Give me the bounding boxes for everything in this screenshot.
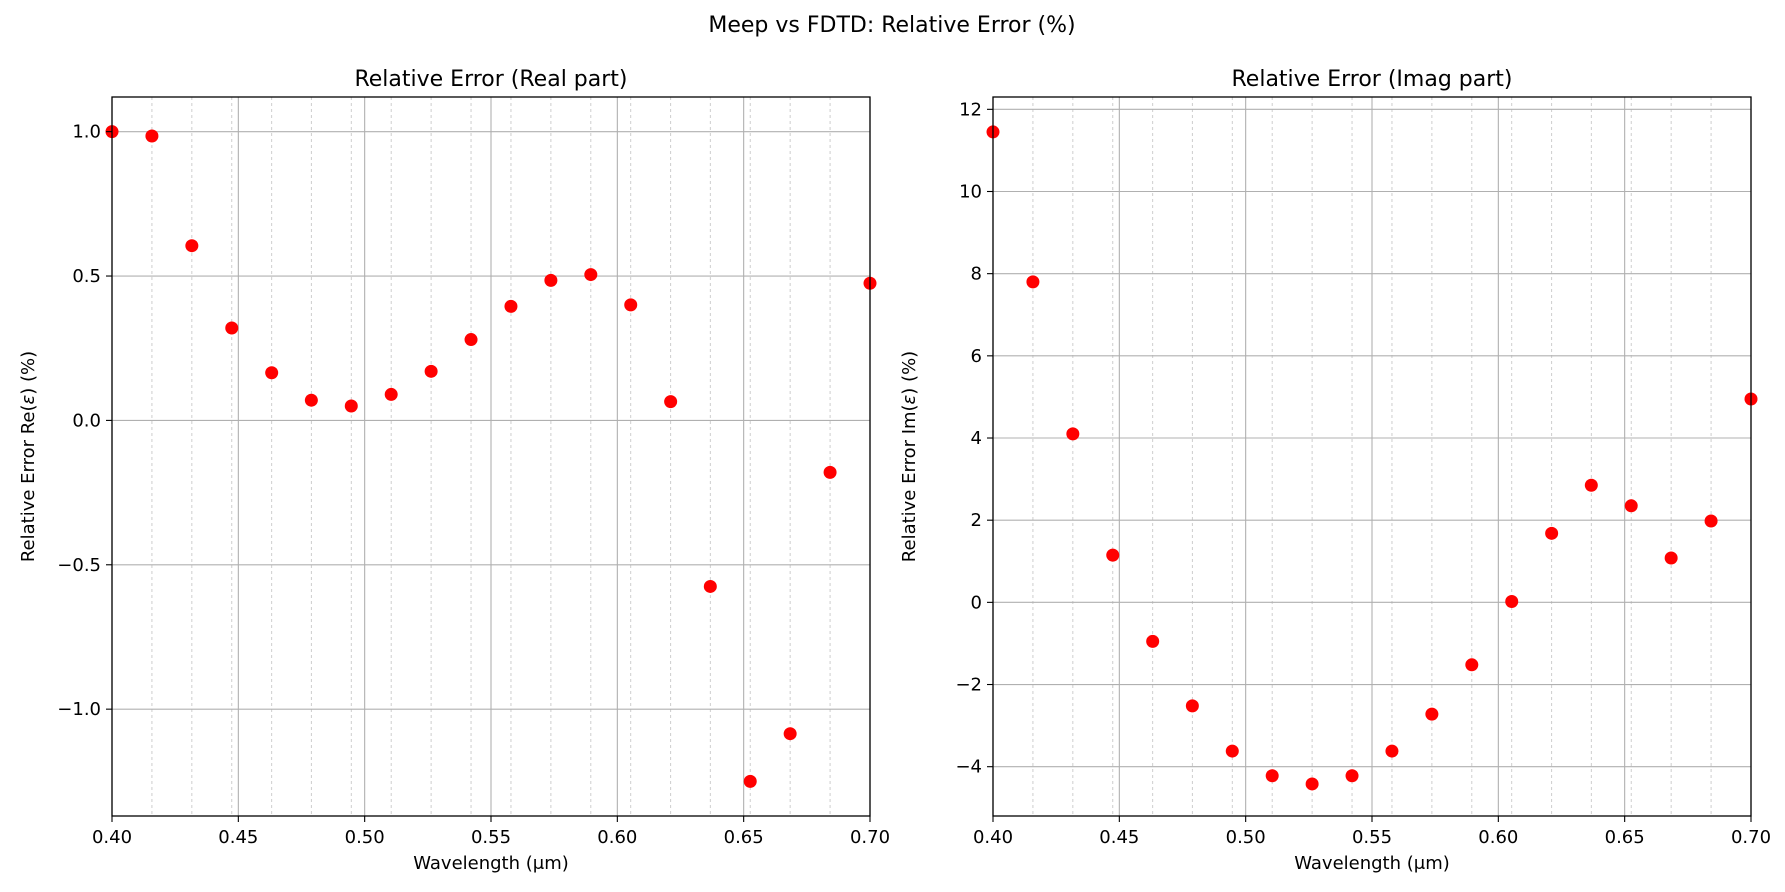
data-point-real-7 (384, 387, 398, 401)
data-point-imag-18 (1704, 514, 1718, 528)
x-tick-label-real-6: 0.70 (850, 827, 890, 848)
data-point-real-1 (145, 129, 159, 143)
data-point-imag-6 (1225, 744, 1239, 758)
x-tick-label-imag-4: 0.60 (1478, 827, 1518, 848)
data-point-imag-2 (1066, 427, 1080, 441)
chart-title-imag: Relative Error (Imag part) (1232, 67, 1513, 92)
data-point-real-9 (464, 333, 478, 347)
x-tick-label-imag-6: 0.70 (1731, 827, 1771, 848)
y-tick-label-real-4: 1.0 (72, 122, 101, 143)
data-point-real-6 (344, 399, 358, 413)
x-tick-label-real-1: 0.45 (218, 827, 258, 848)
data-point-real-3 (225, 321, 239, 335)
y-tick-label-imag-6: 8 (971, 264, 982, 285)
chart-title-real: Relative Error (Real part) (354, 67, 627, 92)
data-point-real-17 (783, 727, 797, 741)
data-point-real-4 (265, 366, 279, 380)
y-axis-label-imag: Relative Error Im(ε) (%) (899, 351, 920, 562)
x-tick-label-imag-5: 0.65 (1605, 827, 1645, 848)
y-tick-label-imag-0: −4 (955, 757, 982, 778)
x-tick-label-real-4: 0.60 (597, 827, 637, 848)
data-point-real-11 (544, 273, 558, 287)
y-tick-label-real-0: −1.0 (57, 699, 101, 720)
x-tick-label-imag-0: 0.40 (973, 827, 1013, 848)
y-tick-label-imag-8: 12 (959, 99, 982, 120)
x-axis-label-imag: Wavelength (μm) (1294, 853, 1450, 874)
data-point-imag-7 (1265, 769, 1279, 783)
y-tick-label-imag-3: 2 (971, 510, 982, 531)
data-point-imag-12 (1465, 658, 1479, 672)
data-point-real-12 (584, 268, 598, 282)
data-point-real-8 (424, 364, 438, 378)
x-tick-label-imag-2: 0.50 (1226, 827, 1266, 848)
y-tick-label-imag-7: 10 (959, 181, 982, 202)
major-grid-real (111, 97, 871, 816)
data-point-real-13 (624, 298, 638, 312)
y-tick-label-real-2: 0.0 (72, 410, 101, 431)
data-point-real-15 (703, 579, 717, 593)
data-point-real-10 (504, 299, 518, 313)
data-point-imag-5 (1185, 699, 1199, 713)
data-point-imag-14 (1545, 526, 1559, 540)
y-tick-label-imag-5: 6 (971, 346, 982, 367)
data-point-imag-13 (1505, 595, 1519, 609)
ticks-real: 0.40 0.45 0.50 0.55 0.60 0.65 0.70 −1.0 −0.5 0.0 0… (57, 122, 890, 848)
data-point-imag-3 (1106, 548, 1120, 562)
x-tick-label-real-5: 0.65 (724, 827, 764, 848)
y-tick-label-real-3: 0.5 (72, 266, 101, 287)
chart-real: 0.40 0.45 0.50 0.55 0.60 0.65 0.70 −1.0 −0.5 0.0 0… (18, 67, 890, 874)
figure-suptitle: Meep vs FDTD: Relative Error (%) (708, 13, 1075, 38)
x-tick-label-real-0: 0.40 (92, 827, 132, 848)
data-point-imag-10 (1385, 744, 1399, 758)
points-real (105, 125, 877, 788)
data-point-real-14 (664, 395, 678, 409)
chart-imag: 0.40 0.45 0.50 0.55 0.60 0.65 0.70 −4 −2 0 2 4 6 8 10 1… (899, 67, 1771, 874)
y-tick-label-imag-1: −2 (955, 675, 982, 696)
data-point-real-18 (823, 465, 837, 479)
x-tick-label-real-2: 0.50 (345, 827, 385, 848)
data-point-real-16 (743, 774, 757, 788)
data-point-real-5 (304, 393, 318, 407)
y-tick-label-imag-2: 0 (971, 592, 982, 613)
x-axis-label-real: Wavelength (μm) (413, 853, 569, 874)
x-tick-label-real-3: 0.55 (471, 827, 511, 848)
y-tick-label-real-1: −0.5 (57, 555, 101, 576)
data-point-imag-4 (1146, 634, 1160, 648)
data-point-imag-8 (1305, 777, 1319, 791)
x-tick-label-imag-3: 0.55 (1352, 827, 1392, 848)
data-point-imag-16 (1624, 499, 1638, 513)
data-point-imag-1 (1026, 275, 1040, 289)
data-point-real-2 (185, 239, 199, 253)
data-point-imag-15 (1584, 478, 1598, 492)
data-point-imag-11 (1425, 707, 1439, 721)
y-tick-label-imag-4: 4 (971, 428, 982, 449)
data-point-imag-17 (1664, 551, 1678, 565)
ticks-imag: 0.40 0.45 0.50 0.55 0.60 0.65 0.70 −4 −2 0 2 4 6 8 10 1… (955, 99, 1771, 848)
x-tick-label-imag-1: 0.45 (1099, 827, 1139, 848)
data-point-imag-9 (1345, 769, 1359, 783)
y-axis-label-real: Relative Error Re(ε) (%) (18, 351, 39, 562)
